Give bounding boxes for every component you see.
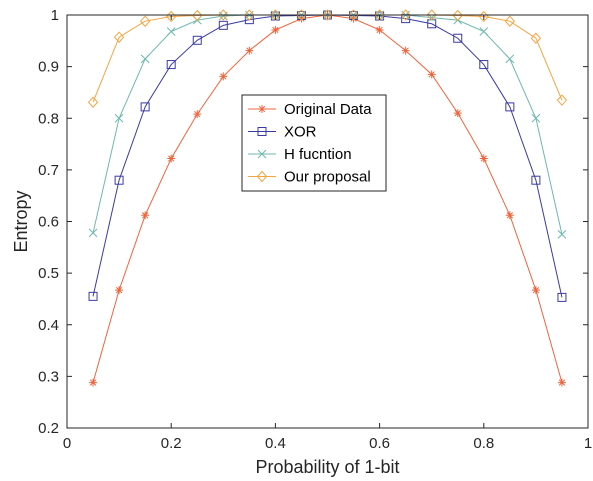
x-tick-label: 0.6	[369, 435, 390, 452]
x-tick-label: 0.8	[473, 435, 494, 452]
axes: 0 0.2 0.4 0.6 0.8 10.20.30.40.50.60.70.80.91	[38, 7, 592, 452]
legend: Original Data XOR H fucntion Our proposal	[241, 94, 387, 192]
y-tick-label: 0.8	[38, 110, 59, 127]
legend-label: XOR	[284, 124, 317, 141]
data-point	[452, 9, 463, 22]
legend-marker	[257, 149, 267, 159]
series-diamond	[87, 9, 568, 108]
data-point	[348, 9, 359, 21]
y-tick-label: 0.4	[38, 317, 59, 334]
legend-item: H fucntion	[248, 146, 352, 163]
data-point	[192, 35, 202, 45]
legend-label: Our proposal	[284, 169, 371, 186]
data-point	[114, 175, 124, 185]
data-point	[505, 211, 514, 220]
data-point	[531, 175, 541, 185]
data-point	[479, 60, 489, 70]
data-point	[244, 9, 255, 21]
x-axis-title: Probability of 1-bit	[255, 457, 399, 477]
legend-label: H fucntion	[284, 146, 352, 163]
data-point	[531, 286, 540, 295]
data-point	[530, 32, 542, 44]
data-point	[296, 9, 307, 21]
data-point	[479, 154, 488, 163]
data-point	[193, 110, 202, 119]
data-point	[556, 94, 568, 106]
x-tick-label: 0.2	[161, 435, 182, 452]
data-point	[166, 27, 176, 36]
legend-item: XOR	[248, 124, 317, 141]
legend-item: Original Data	[248, 101, 372, 118]
data-point	[218, 20, 228, 30]
data-point	[271, 25, 280, 34]
data-point	[88, 228, 98, 238]
legend-marker	[258, 105, 266, 113]
data-point	[140, 102, 150, 112]
axes-box	[66, 14, 589, 429]
data-point	[505, 54, 515, 64]
data-point	[557, 230, 567, 239]
data-point	[115, 286, 124, 295]
data-point	[349, 14, 358, 23]
data-point	[557, 292, 567, 302]
data-point	[505, 102, 515, 112]
data-point	[87, 96, 99, 108]
x-tick-label: 1	[584, 435, 592, 452]
data-point	[531, 113, 541, 123]
y-axis-title: Entropy	[11, 190, 31, 252]
data-point	[166, 60, 176, 70]
data-point	[140, 54, 150, 64]
y-tick-label: 0.5	[38, 265, 59, 282]
series-asterisk	[89, 11, 566, 387]
legend-item: Our proposal	[248, 169, 371, 186]
legend-box	[241, 94, 387, 192]
data-point	[453, 33, 463, 43]
data-point	[426, 9, 437, 21]
legend-marker	[257, 127, 267, 136]
data-point	[479, 27, 489, 36]
data-point	[400, 9, 411, 21]
data-point	[167, 154, 176, 163]
data-point	[427, 70, 436, 79]
data-point	[504, 15, 516, 27]
x-tick-label: 0.4	[265, 435, 286, 452]
y-tick-label: 0.3	[38, 368, 59, 385]
data-point	[297, 14, 306, 23]
legend-label: Original Data	[284, 101, 372, 118]
data-point	[114, 113, 124, 123]
data-point	[322, 9, 333, 21]
data-point	[557, 378, 566, 387]
data-point	[88, 291, 98, 301]
data-point	[218, 9, 229, 21]
series-line	[92, 14, 563, 103]
data-point	[113, 31, 125, 43]
data-point	[245, 46, 254, 55]
data-point	[141, 211, 150, 220]
y-tick-label: 0.7	[38, 162, 59, 179]
data-point	[375, 25, 384, 34]
data-point	[192, 9, 203, 22]
y-tick-label: 0.6	[38, 214, 59, 231]
y-tick-label: 0.9	[38, 59, 59, 76]
data-point	[89, 378, 98, 387]
data-point	[453, 109, 462, 118]
x-tick-label: 0	[63, 435, 71, 452]
plot-area	[87, 9, 568, 387]
y-tick-label: 0.2	[38, 420, 59, 437]
y-tick-label: 1	[51, 7, 59, 24]
data-point	[401, 46, 410, 55]
data-point	[219, 72, 228, 81]
data-point	[139, 15, 151, 27]
legend-marker	[256, 170, 268, 183]
series-line	[92, 14, 563, 383]
